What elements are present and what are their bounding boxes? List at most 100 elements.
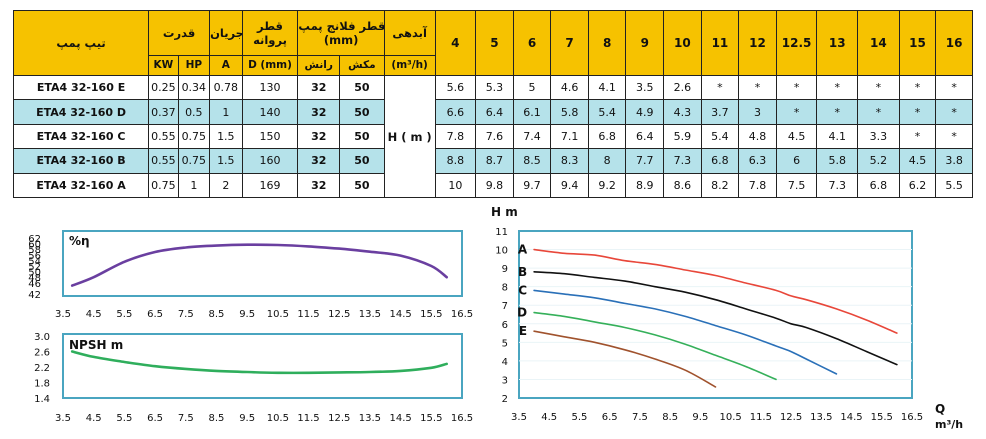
cell-head-value: 8.5: [512, 148, 552, 174]
cell-head-value: 5.4: [700, 123, 740, 150]
cell-hp: 0.5: [177, 99, 211, 125]
sub-discharge: رانش: [297, 54, 341, 77]
cell-kw: 0.25: [148, 75, 179, 101]
x-tick-label: 16.5: [451, 413, 473, 424]
x-tick-label: 3.5: [55, 309, 71, 320]
q-col-1: 5: [475, 9, 514, 77]
q-col-0: 4: [434, 9, 477, 77]
cell-head-value: 3.7: [700, 99, 740, 125]
table-row: ETA4 32-160 E 0.25 0.34 0.78 130 32 50 H ( m ) 5…: [12, 75, 973, 198]
table-row: ETA4 32-160 B 0.55 0.75 1.5 160 32 50 8.8 8.7 8.5…: [12, 148, 973, 174]
cell-head-value: *: [857, 75, 900, 101]
cell-head-value: 8.7: [475, 148, 514, 174]
q-col-5: 9: [625, 9, 665, 77]
sub-suction: مکش: [339, 54, 385, 77]
y-tick-label: 46: [28, 279, 41, 290]
x-tick-label: 11.5: [750, 412, 772, 423]
y-tick-label: 5: [502, 338, 508, 349]
x-tick-label: 9.5: [239, 413, 255, 424]
cell-head-value: 8: [587, 148, 627, 174]
cell-head-value: 8.2: [700, 172, 740, 199]
cell-head-value: 4.6: [550, 75, 589, 101]
y-tick-label: 52: [28, 262, 41, 273]
chart-title: H m: [491, 205, 518, 219]
y-tick-label: 54: [28, 256, 41, 267]
x-tick-label: 9.5: [692, 412, 708, 423]
cell-suction: 50: [339, 75, 385, 101]
x-axis-label: Q: [935, 402, 945, 416]
cell-head-value: *: [898, 123, 937, 150]
series-label: B: [518, 265, 527, 279]
cell-head-value: 10: [434, 172, 477, 199]
q-col-7: 11: [700, 9, 740, 77]
sub-d: D (mm): [241, 54, 299, 77]
cell-head-value: *: [816, 75, 859, 101]
x-tick-label: 15.5: [420, 309, 442, 320]
plot-frame: [518, 230, 913, 399]
x-axis-unit: m³/h: [935, 418, 963, 431]
cell-suction: 50: [339, 148, 385, 174]
cell-head-value: 6.8: [587, 123, 627, 150]
x-tick-label: 3.5: [55, 413, 71, 424]
y-tick-label: 58: [28, 245, 41, 256]
cell-head-value: 4.5: [775, 123, 818, 150]
header-flange: قطر فلانج پمپ (mm): [297, 10, 385, 56]
cell-head-value: 5: [512, 75, 552, 101]
y-tick-label: 8: [502, 283, 508, 294]
cell-kw: 0.75: [148, 172, 179, 199]
cell-head-value: *: [857, 99, 900, 125]
x-tick-label: 4.5: [86, 413, 102, 424]
q-col-12: 15: [898, 9, 937, 77]
cell-model: ETA4 32-160 A: [12, 172, 150, 199]
y-tick-label: 42: [28, 290, 41, 301]
cell-head-value: 6.8: [700, 148, 740, 174]
cell-head-value: 5.4: [587, 99, 627, 125]
series-line-d: [533, 311, 777, 381]
cell-head-value: *: [898, 99, 937, 125]
y-tick-label: 6: [502, 320, 508, 331]
chart-title: %η: [69, 234, 90, 248]
x-tick-label: 6.5: [147, 413, 163, 424]
series-label: D: [517, 306, 527, 320]
y-tick-label: 1.4: [34, 394, 50, 405]
cell-head-value: 3.8: [935, 148, 973, 174]
q-col-9: 12.5: [775, 9, 818, 77]
series-line-a: [533, 248, 898, 334]
x-tick-label: 5.5: [116, 309, 132, 320]
cell-head-value: 4.9: [625, 99, 665, 125]
cell-head-value: 5.3: [475, 75, 514, 101]
pump-spec-table: تیپ پمپ قدرت جریان قطر پروانه قطر فلانج پ…: [12, 9, 973, 199]
x-tick-label: 16.5: [451, 309, 473, 320]
x-tick-label: 12.5: [780, 412, 802, 423]
q-col-2: 6: [512, 9, 552, 77]
x-tick-label: 12.5: [328, 309, 350, 320]
table-row: ETA4 32-160 C 0.55 0.75 1.5 150 32 50 7.8 7.6 7.4…: [12, 123, 973, 150]
y-tick-label: 3.0: [34, 332, 50, 343]
cell-hp: 0.34: [177, 75, 211, 101]
x-tick-label: 8.5: [209, 309, 225, 320]
cell-a: 1.5: [209, 148, 243, 174]
x-tick-label: 13.5: [810, 412, 832, 423]
sub-hp: HP: [177, 54, 211, 77]
plot-frame: [62, 333, 463, 399]
x-tick-label: 3.5: [511, 412, 527, 423]
sub-flow-unit: (m³/h): [383, 54, 436, 77]
q-col-8: 12: [738, 9, 777, 77]
cell-head-value: 7.1: [550, 123, 589, 150]
cell-head-value: 6.2: [898, 172, 937, 199]
y-tick-label: 60: [28, 240, 41, 251]
y-tick-label: 2.6: [34, 348, 50, 359]
cell-head-value: 6.1: [512, 99, 552, 125]
cell-head-value: 8.8: [434, 148, 477, 174]
header-pump-type: تیپ پمپ: [12, 9, 150, 77]
cell-kw: 0.55: [148, 148, 179, 174]
cell-d: 160: [241, 148, 299, 174]
x-tick-label: 10.5: [267, 309, 289, 320]
cell-head-value: 7.5: [775, 172, 818, 199]
x-tick-label: 14.5: [389, 309, 411, 320]
cell-discharge: 32: [297, 99, 341, 125]
cell-head-value: 6.8: [857, 172, 900, 199]
x-tick-label: 11.5: [297, 413, 319, 424]
cell-model: ETA4 32-160 E: [12, 75, 150, 101]
cell-head-value: 4.1: [587, 75, 627, 101]
